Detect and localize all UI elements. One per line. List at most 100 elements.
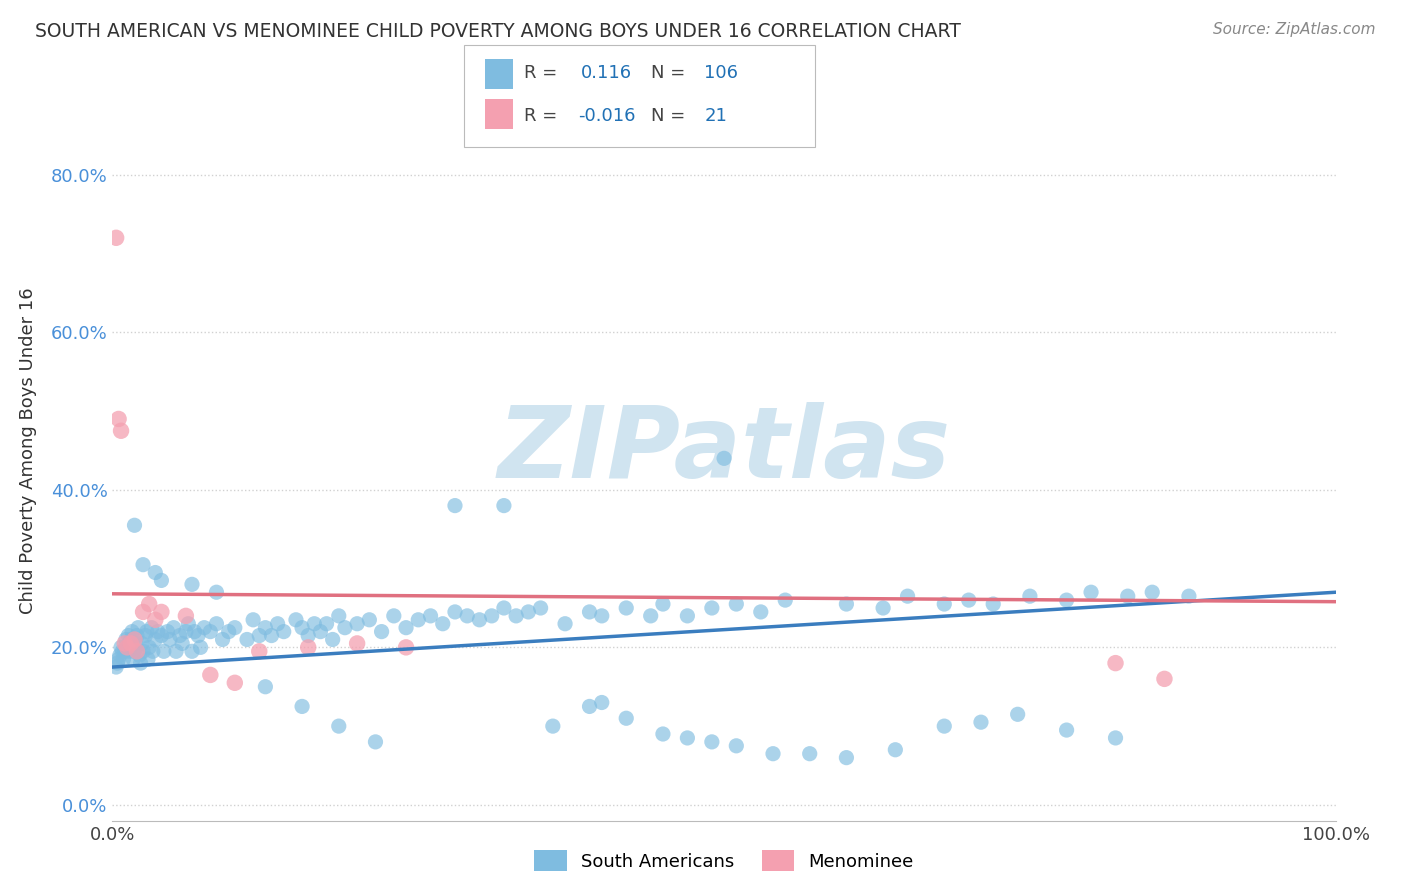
Point [1018,589,1040,603]
Text: R =: R = [524,64,558,82]
Point [124,632,146,647]
Point [444,499,467,513]
Point [481,608,503,623]
Point [395,640,418,655]
Point [115,640,138,655]
Point [174,608,197,623]
Point [328,719,350,733]
Point [172,636,194,650]
Point [156,624,179,639]
Point [105,231,128,245]
Point [247,644,270,658]
Point [315,616,337,631]
Point [117,628,139,642]
Point [291,699,314,714]
Text: ZIPatlas: ZIPatlas [498,402,950,499]
Point [382,608,405,623]
Point [128,648,150,663]
Point [578,605,600,619]
Point [1056,723,1078,737]
Point [134,628,156,642]
Point [676,608,699,623]
Text: N =: N = [651,107,685,125]
Point [129,656,152,670]
Point [132,605,155,619]
Point [725,597,748,611]
Point [218,624,240,639]
Point [364,735,387,749]
Point [120,636,142,650]
Point [725,739,748,753]
Point [934,597,956,611]
Point [205,585,228,599]
Point [125,628,148,642]
Point [652,727,675,741]
Point [135,624,157,639]
Point [131,636,153,650]
Point [505,608,527,623]
Legend: South Americans, Menominee: South Americans, Menominee [527,843,921,879]
Y-axis label: Child Poverty Among Boys Under 16: Child Poverty Among Boys Under 16 [18,287,37,614]
Point [775,593,797,607]
Point [1104,731,1126,745]
Text: SOUTH AMERICAN VS MENOMINEE CHILD POVERTY AMONG BOYS UNDER 16 CORRELATION CHART: SOUTH AMERICAN VS MENOMINEE CHILD POVERT… [35,22,962,41]
Point [143,613,166,627]
Point [614,601,637,615]
Point [1142,585,1164,599]
Point [492,601,515,615]
Point [163,621,186,635]
Point [652,597,675,611]
Point [934,719,956,733]
Point [328,608,350,623]
Point [150,628,173,642]
Point [132,558,155,572]
Point [762,747,785,761]
Point [333,621,356,635]
Point [529,601,551,615]
Point [107,412,129,426]
Point [346,636,368,650]
Point [118,644,141,658]
Point [114,636,136,650]
Point [143,632,166,647]
Point [395,621,418,635]
Point [224,675,246,690]
Point [432,616,454,631]
Point [181,644,204,658]
Point [146,624,169,639]
Point [304,616,326,631]
Point [897,589,920,603]
Point [247,628,270,642]
Point [1056,593,1078,607]
Text: 0.116: 0.116 [581,64,631,82]
Point [121,624,143,639]
Point [110,424,132,438]
Point [700,601,723,615]
Point [150,605,173,619]
Point [211,632,233,647]
Point [112,652,135,666]
Point [346,616,368,631]
Point [713,451,735,466]
Point [205,616,228,631]
Point [309,624,332,639]
Point [517,605,540,619]
Text: R =: R = [524,107,558,125]
Point [138,640,160,655]
Point [127,621,149,635]
Text: -0.016: -0.016 [578,107,636,125]
Point [165,644,187,658]
Point [200,668,222,682]
Point [591,696,613,710]
Point [1153,672,1175,686]
Point [492,499,515,513]
Point [174,624,197,639]
Point [1007,707,1029,722]
Text: 106: 106 [704,64,738,82]
Point [181,577,204,591]
Point [456,608,478,623]
Point [136,652,159,666]
Point [110,640,132,655]
Point [153,644,176,658]
Point [124,518,146,533]
